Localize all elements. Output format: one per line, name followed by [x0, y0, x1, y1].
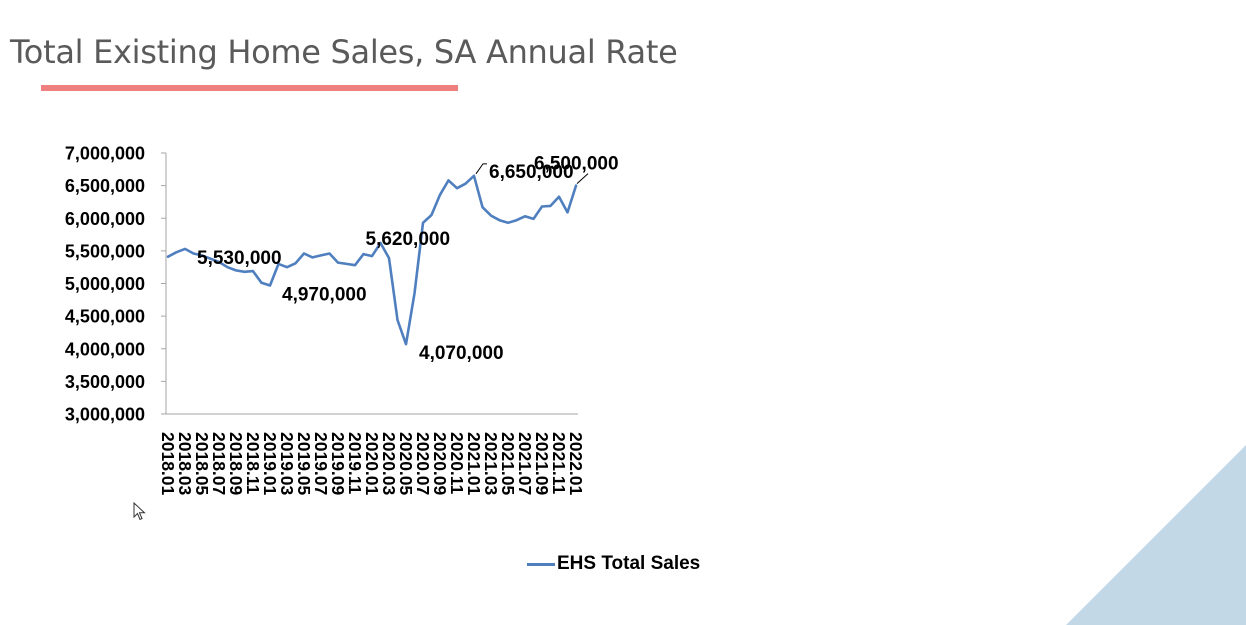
- x-tick-label: 2019.05: [294, 432, 314, 496]
- x-tick-label: 2019.07: [311, 432, 331, 495]
- x-tick-label: 2021.01: [464, 432, 484, 496]
- y-tick-label: 6,000,000: [65, 209, 145, 229]
- x-axis: 2018.012018.032018.052018.072018.092018.…: [158, 413, 586, 496]
- y-tick-label: 6,500,000: [65, 176, 145, 196]
- x-tick-label: 2022.01: [566, 432, 586, 496]
- x-tick-label: 2021.03: [481, 432, 501, 496]
- data-label: 6,500,000: [534, 154, 619, 175]
- y-axis: 7,000,000 6,500,000 6,000,000 5,500,000 5,00…: [65, 144, 167, 425]
- x-tick-label: 2018.11: [243, 432, 263, 495]
- x-tick-label: 2018.03: [175, 432, 195, 496]
- data-label: 4,970,000: [282, 284, 367, 305]
- x-tick-label: 2020.03: [379, 432, 399, 496]
- x-tick-label: 2021.11: [549, 432, 569, 495]
- y-tick-label: 5,500,000: [65, 241, 145, 261]
- data-label: 4,070,000: [419, 343, 504, 364]
- label-leader-line: [576, 173, 589, 184]
- legend-swatch: [527, 562, 555, 566]
- x-tick-label: 2019.11: [345, 432, 365, 495]
- series-lines: [166, 174, 578, 346]
- mouse-pointer-icon: [133, 502, 146, 521]
- x-tick-label: 2020.05: [396, 432, 416, 496]
- x-tick-label: 2021.05: [498, 432, 518, 496]
- x-tick-label: 2020.11: [447, 432, 467, 495]
- y-tick-label: 5,000,000: [65, 274, 145, 294]
- y-tick-label: 7,000,000: [65, 144, 145, 164]
- data-label: 6,650,000: [489, 162, 574, 183]
- corner-decoration: [1066, 445, 1246, 625]
- data-label: 5,620,000: [366, 229, 451, 250]
- slide-title: Total Existing Home Sales, SA Annual Rat…: [10, 33, 678, 71]
- x-tick-label: 2018.01: [158, 432, 178, 496]
- x-tick-label: 2018.07: [209, 432, 229, 495]
- y-tick-label: 3,000,000: [65, 405, 145, 425]
- x-tick-label: 2021.07: [515, 432, 535, 495]
- x-tick-label: 2021.09: [532, 432, 552, 496]
- x-tick-label: 2020.09: [430, 432, 450, 496]
- x-tick-label: 2019.03: [277, 432, 297, 496]
- x-tick-label: 2018.09: [226, 432, 246, 496]
- legend: EHS Total Sales: [527, 553, 700, 575]
- x-tick-label: 2019.01: [260, 432, 280, 496]
- y-tick-label: 3,500,000: [65, 372, 145, 392]
- x-tick-label: 2019.09: [328, 432, 348, 496]
- data-label: 5,530,000: [197, 248, 282, 269]
- x-tick-label: 2020.07: [413, 432, 433, 495]
- x-tick-label: 2018.05: [192, 432, 212, 496]
- series-line: [166, 174, 578, 346]
- legend-label: EHS Total Sales: [557, 553, 701, 574]
- title-underline: [41, 85, 458, 91]
- label-leader-line: [475, 163, 487, 175]
- y-tick-label: 4,500,000: [65, 307, 145, 327]
- x-tick-label: 2020.01: [362, 432, 382, 496]
- y-tick-label: 4,000,000: [65, 339, 145, 359]
